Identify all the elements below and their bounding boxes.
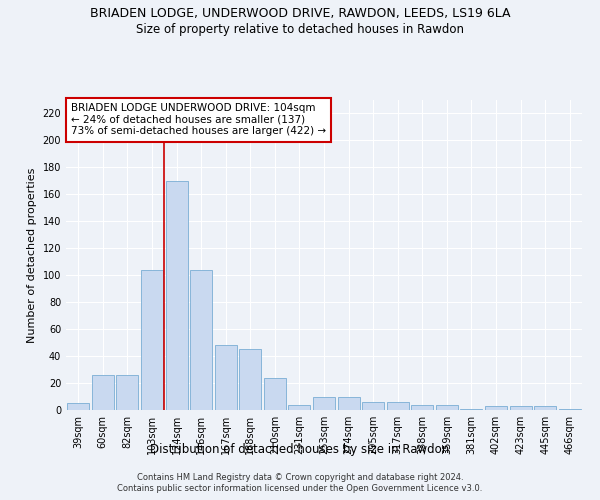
Bar	[436, 404, 458, 410]
Bar	[534, 406, 556, 410]
Bar	[166, 181, 188, 410]
Bar	[190, 270, 212, 410]
Bar	[239, 350, 262, 410]
Bar	[289, 404, 310, 410]
Bar	[264, 378, 286, 410]
Bar	[559, 408, 581, 410]
Bar	[485, 406, 507, 410]
Text: BRIADEN LODGE, UNDERWOOD DRIVE, RAWDON, LEEDS, LS19 6LA: BRIADEN LODGE, UNDERWOOD DRIVE, RAWDON, …	[90, 8, 510, 20]
Y-axis label: Number of detached properties: Number of detached properties	[27, 168, 37, 342]
Text: Contains HM Land Registry data © Crown copyright and database right 2024.: Contains HM Land Registry data © Crown c…	[137, 472, 463, 482]
Bar	[338, 396, 359, 410]
Text: Contains public sector information licensed under the Open Government Licence v3: Contains public sector information licen…	[118, 484, 482, 493]
Text: Distribution of detached houses by size in Rawdon: Distribution of detached houses by size …	[151, 442, 449, 456]
Bar	[509, 406, 532, 410]
Bar	[215, 346, 237, 410]
Bar	[386, 402, 409, 410]
Bar	[362, 402, 384, 410]
Bar	[92, 375, 114, 410]
Bar	[141, 270, 163, 410]
Text: BRIADEN LODGE UNDERWOOD DRIVE: 104sqm
← 24% of detached houses are smaller (137): BRIADEN LODGE UNDERWOOD DRIVE: 104sqm ← …	[71, 103, 326, 136]
Bar	[313, 396, 335, 410]
Text: Size of property relative to detached houses in Rawdon: Size of property relative to detached ho…	[136, 22, 464, 36]
Bar	[411, 404, 433, 410]
Bar	[116, 375, 139, 410]
Bar	[460, 408, 482, 410]
Bar	[67, 404, 89, 410]
